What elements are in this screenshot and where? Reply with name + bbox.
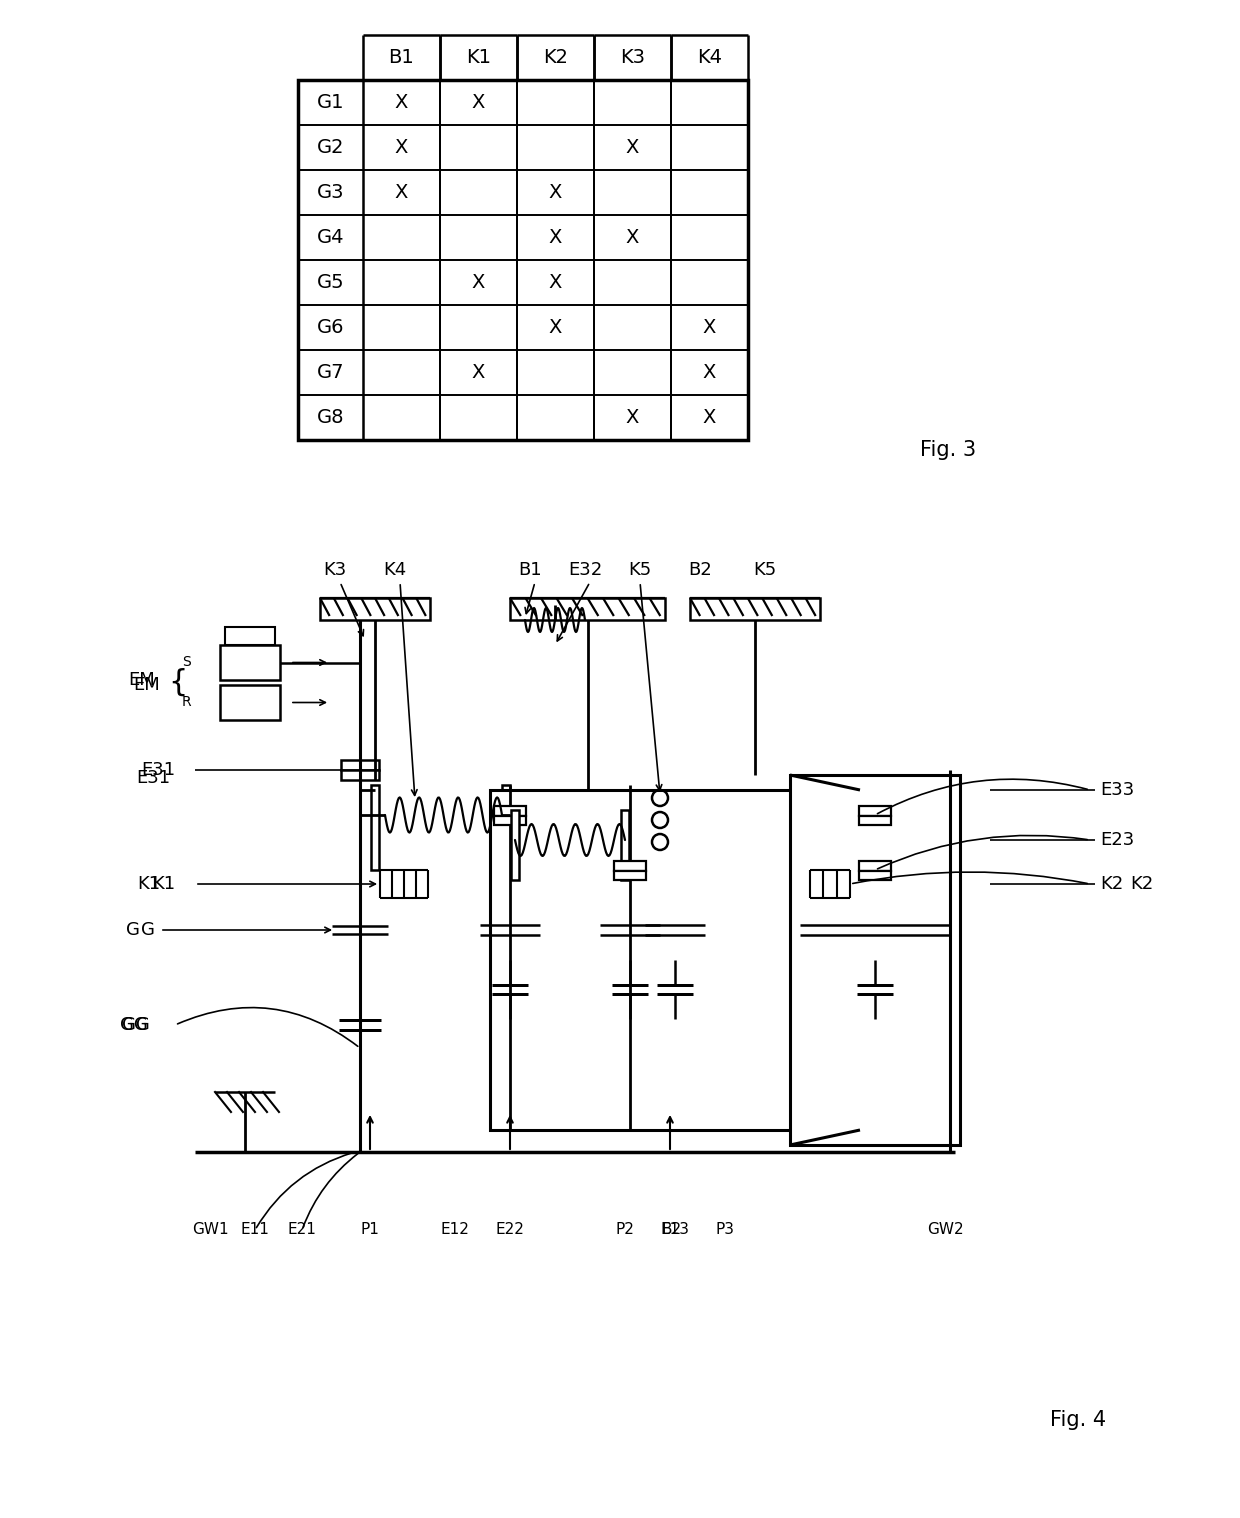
Bar [790,776,960,1145]
Text: P2: P2 [615,1222,635,1237]
Text: S: S [182,654,191,669]
Text: X: X [471,273,485,291]
Text: E11: E11 [241,1222,269,1237]
Text: G: G [126,921,140,940]
Text: K2: K2 [1130,874,1153,893]
Text: Fig. 4: Fig. 4 [1050,1410,1106,1430]
Bar [689,598,820,619]
Bar [859,861,892,871]
Text: X: X [471,363,485,383]
Text: G: G [141,921,155,940]
Text: E33: E33 [1100,780,1135,798]
Text: K3: K3 [620,49,645,67]
Text: K5: K5 [754,562,776,578]
Text: P3: P3 [715,1222,734,1237]
Text: E21: E21 [288,1222,316,1237]
Text: X: X [626,228,639,247]
Text: X: X [703,317,717,337]
Text: X: X [549,184,562,202]
Text: X: X [703,363,717,383]
Bar [859,806,892,817]
Bar [371,785,379,870]
Bar [494,817,526,824]
Text: X: X [394,138,408,156]
Text: K3: K3 [324,562,347,578]
Text: E12: E12 [440,1222,470,1237]
Bar [219,685,280,720]
Bar [320,598,430,619]
Text: X: X [626,138,639,156]
Text: G7: G7 [316,363,345,383]
Bar [511,811,520,880]
Bar [614,871,646,880]
Text: B1: B1 [388,49,414,67]
Text: X: X [394,184,408,202]
Bar [219,645,280,680]
Text: E31: E31 [141,761,175,779]
Text: E22: E22 [496,1222,525,1237]
Text: K4: K4 [383,562,407,578]
Text: K5: K5 [629,562,652,578]
Text: G6: G6 [316,317,345,337]
Text: E32: E32 [568,562,603,578]
Text: EM: EM [128,671,155,689]
Text: E31: E31 [136,770,170,786]
Text: K2: K2 [543,49,568,67]
Bar [502,785,510,870]
Text: G2: G2 [316,138,345,156]
Text: X: X [549,317,562,337]
Bar [341,761,379,770]
Text: K2: K2 [1100,874,1123,893]
Text: G1: G1 [316,93,345,112]
Text: GG: GG [123,1016,150,1034]
Text: E13: E13 [661,1222,689,1237]
Text: K1: K1 [136,874,160,893]
Text: K1: K1 [466,49,491,67]
Bar [490,789,861,1129]
Text: {: { [167,668,187,697]
Text: X: X [394,93,408,112]
Bar [224,627,275,645]
Text: X: X [626,408,639,427]
Text: X: X [549,228,562,247]
Text: GW2: GW2 [926,1222,963,1237]
Text: G3: G3 [316,184,345,202]
Text: B1: B1 [518,562,542,578]
Text: Fig. 3: Fig. 3 [920,440,976,460]
Text: EM: EM [133,676,160,694]
Text: G4: G4 [316,228,345,247]
Bar [614,861,646,871]
Text: P1: P1 [361,1222,379,1237]
Bar [859,817,892,824]
Bar [859,871,892,880]
Text: X: X [703,408,717,427]
Bar [341,770,379,780]
Bar [298,80,748,440]
Text: B2: B2 [662,1222,682,1237]
Text: GG: GG [120,1016,148,1034]
Text: G5: G5 [316,273,345,291]
Text: B2: B2 [688,562,712,578]
Text: E23: E23 [1100,830,1135,849]
Text: X: X [549,273,562,291]
Text: GW1: GW1 [192,1222,228,1237]
Text: X: X [471,93,485,112]
Bar [494,806,526,817]
Bar [510,598,665,619]
Text: K1: K1 [151,874,175,893]
Text: G8: G8 [316,408,345,427]
Bar [621,811,629,880]
Text: R: R [182,695,192,709]
Text: K4: K4 [697,49,722,67]
